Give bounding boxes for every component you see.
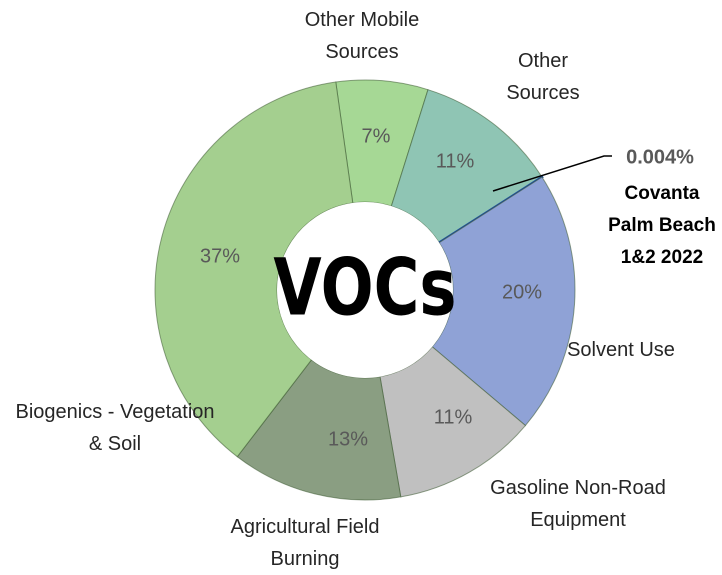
value-label: 11% — [436, 150, 475, 172]
leader-line — [492, 155, 612, 192]
category-label: Other Mobile Sources — [304, 9, 420, 63]
value-label: 0.004% — [626, 146, 694, 168]
value-label: 11% — [434, 406, 473, 428]
value-label: 37% — [200, 245, 240, 267]
category-label: Solvent Use — [567, 339, 675, 361]
value-label: 13% — [328, 428, 368, 450]
donut-hole — [277, 202, 453, 378]
category-label: Biogenics - Vegetation & Soil — [15, 401, 215, 455]
category-label: Gasoline Non-Road Equipment — [490, 477, 666, 531]
chart-title: VOCs — [273, 242, 456, 334]
value-label: 7% — [362, 125, 391, 147]
category-label: Agricultural Field Burning — [230, 516, 380, 570]
value-label: 20% — [502, 281, 542, 303]
category-label: Covanta Palm Beach 1&2 2022 — [608, 183, 716, 268]
category-label: Other Sources — [506, 50, 580, 104]
